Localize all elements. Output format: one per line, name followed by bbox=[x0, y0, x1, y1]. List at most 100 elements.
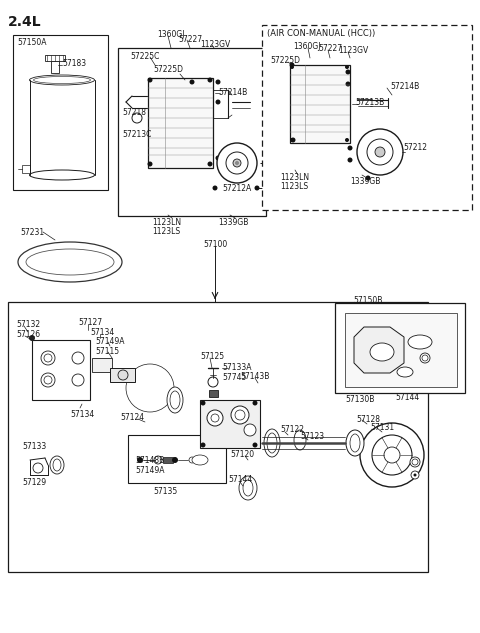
Text: 1123GV: 1123GV bbox=[338, 46, 368, 55]
Bar bbox=[200, 400, 260, 448]
Text: 57212A: 57212A bbox=[222, 184, 251, 193]
Bar bbox=[92, 358, 112, 372]
Text: 57120: 57120 bbox=[230, 450, 254, 459]
Text: 57122: 57122 bbox=[280, 425, 304, 434]
Ellipse shape bbox=[167, 387, 183, 413]
Text: 57213B: 57213B bbox=[355, 98, 384, 107]
Circle shape bbox=[172, 457, 178, 463]
Text: 1123GV: 1123GV bbox=[200, 40, 230, 49]
Text: 57131: 57131 bbox=[370, 423, 394, 432]
Circle shape bbox=[346, 70, 350, 75]
Ellipse shape bbox=[126, 364, 174, 412]
Text: 57100: 57100 bbox=[203, 240, 227, 249]
Circle shape bbox=[147, 77, 153, 82]
Circle shape bbox=[348, 158, 352, 163]
Text: 1123LN: 1123LN bbox=[152, 218, 181, 227]
Circle shape bbox=[235, 161, 239, 165]
Ellipse shape bbox=[370, 343, 394, 361]
Text: 57133: 57133 bbox=[22, 442, 46, 451]
Circle shape bbox=[412, 459, 418, 465]
Circle shape bbox=[211, 414, 219, 422]
Text: 57144: 57144 bbox=[395, 393, 419, 402]
Circle shape bbox=[244, 424, 256, 436]
Circle shape bbox=[226, 152, 248, 174]
Text: 1360GJ: 1360GJ bbox=[157, 30, 184, 39]
Ellipse shape bbox=[294, 430, 306, 450]
Circle shape bbox=[147, 161, 153, 166]
Circle shape bbox=[348, 146, 352, 151]
Circle shape bbox=[201, 442, 205, 448]
Circle shape bbox=[44, 376, 52, 384]
Circle shape bbox=[207, 410, 223, 426]
Circle shape bbox=[345, 138, 349, 142]
Text: 57143B: 57143B bbox=[240, 372, 269, 381]
Circle shape bbox=[216, 99, 220, 104]
Bar bbox=[22, 165, 30, 173]
Text: 57144: 57144 bbox=[228, 475, 252, 484]
Bar bbox=[163, 457, 173, 463]
Text: 57213C: 57213C bbox=[122, 130, 151, 139]
Text: 57150A: 57150A bbox=[17, 38, 47, 47]
Ellipse shape bbox=[408, 335, 432, 349]
Bar bbox=[13, 35, 108, 190]
Circle shape bbox=[190, 80, 194, 84]
Text: 57214B: 57214B bbox=[218, 88, 247, 97]
Circle shape bbox=[118, 370, 128, 380]
Text: 1123LS: 1123LS bbox=[152, 227, 180, 236]
Circle shape bbox=[207, 77, 213, 82]
Text: 57130B: 57130B bbox=[345, 395, 374, 404]
Circle shape bbox=[216, 156, 220, 161]
Bar bbox=[45, 55, 65, 61]
Circle shape bbox=[290, 137, 296, 142]
Circle shape bbox=[367, 139, 393, 165]
Text: 2.4L: 2.4L bbox=[8, 15, 42, 29]
Text: 57125: 57125 bbox=[200, 352, 224, 361]
Text: 57745: 57745 bbox=[222, 373, 246, 382]
Ellipse shape bbox=[397, 367, 413, 377]
Text: 57150B: 57150B bbox=[353, 296, 383, 305]
Ellipse shape bbox=[18, 242, 122, 282]
Circle shape bbox=[231, 406, 249, 424]
Polygon shape bbox=[354, 327, 404, 373]
Circle shape bbox=[360, 423, 424, 487]
Circle shape bbox=[138, 376, 162, 400]
Ellipse shape bbox=[239, 476, 257, 500]
Circle shape bbox=[72, 374, 84, 386]
Circle shape bbox=[252, 442, 257, 448]
Circle shape bbox=[213, 185, 217, 191]
Circle shape bbox=[372, 435, 412, 475]
Bar bbox=[262, 25, 472, 210]
Text: (AIR CON-MANUAL (HCC)): (AIR CON-MANUAL (HCC)) bbox=[267, 29, 375, 38]
Text: 57231: 57231 bbox=[20, 228, 44, 237]
Circle shape bbox=[154, 456, 162, 464]
Text: 57225C: 57225C bbox=[130, 52, 159, 61]
Bar bbox=[110, 368, 135, 382]
Circle shape bbox=[208, 377, 218, 387]
Circle shape bbox=[384, 447, 400, 463]
Circle shape bbox=[216, 80, 220, 84]
Circle shape bbox=[207, 161, 213, 166]
Circle shape bbox=[375, 147, 385, 157]
Bar bbox=[209, 390, 218, 397]
Bar bbox=[32, 340, 90, 400]
Text: 57225D: 57225D bbox=[270, 56, 300, 65]
Text: 57212: 57212 bbox=[403, 144, 427, 153]
Ellipse shape bbox=[29, 75, 95, 85]
Ellipse shape bbox=[53, 459, 61, 471]
Text: 57225D: 57225D bbox=[153, 65, 183, 74]
Text: 1339GB: 1339GB bbox=[218, 218, 248, 227]
Bar bbox=[118, 48, 266, 216]
Ellipse shape bbox=[346, 430, 364, 456]
Circle shape bbox=[189, 457, 195, 463]
Circle shape bbox=[365, 175, 371, 180]
Ellipse shape bbox=[50, 456, 64, 474]
Text: 57124: 57124 bbox=[120, 413, 144, 422]
Circle shape bbox=[41, 373, 55, 387]
Text: 57214B: 57214B bbox=[390, 82, 419, 91]
Text: 57115: 57115 bbox=[95, 347, 119, 356]
Text: 57133A: 57133A bbox=[222, 363, 252, 372]
Ellipse shape bbox=[267, 433, 277, 453]
Text: 1339GB: 1339GB bbox=[350, 177, 380, 186]
Circle shape bbox=[252, 401, 257, 406]
Text: 57148B: 57148B bbox=[135, 456, 164, 465]
